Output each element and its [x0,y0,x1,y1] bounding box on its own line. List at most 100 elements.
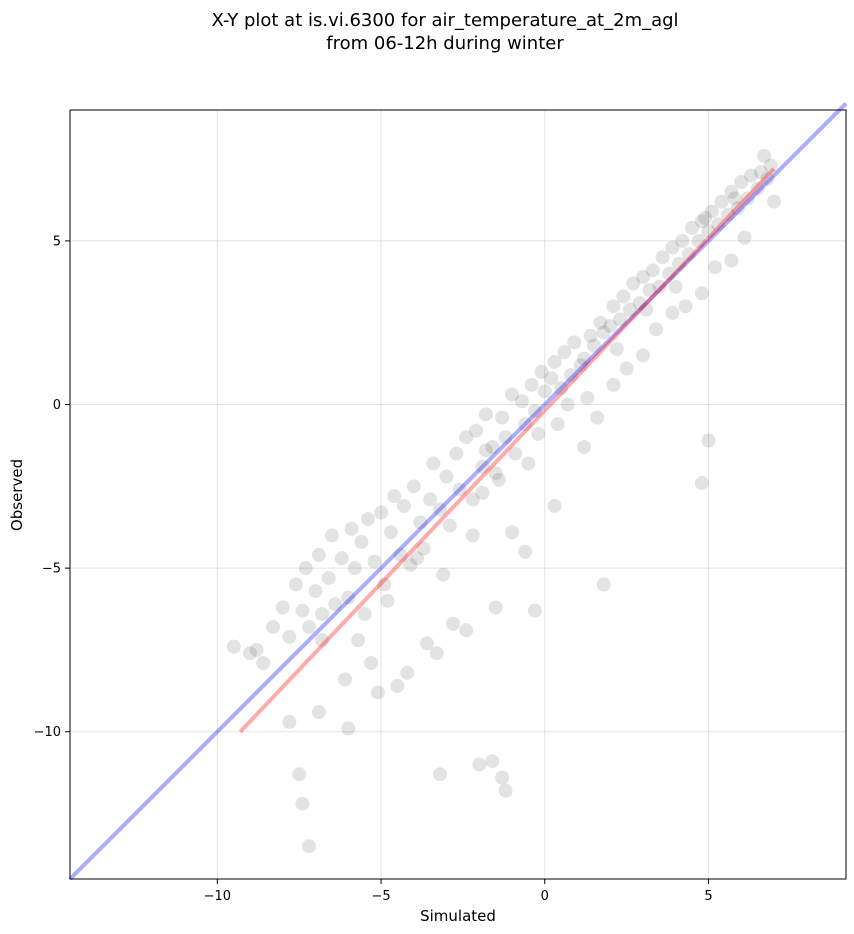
data-point [544,371,559,386]
data-point [622,302,637,317]
data-point [426,456,441,471]
data-point [737,230,752,245]
data-point [583,328,598,343]
data-point [367,554,382,569]
data-point [750,181,765,196]
data-point [351,633,366,648]
data-point [465,528,480,543]
data-point [410,551,425,566]
data-point [596,325,611,340]
reference-lines [68,102,848,881]
data-point [436,567,451,582]
data-point [413,515,428,530]
data-point [708,260,723,275]
data-point [298,561,313,576]
data-point [619,361,634,376]
data-point [505,387,520,402]
data-point [645,263,660,278]
data-point [655,250,670,265]
y-tick-label: −10 [34,725,61,740]
data-point [727,191,742,206]
grid-lines [70,110,846,879]
data-point [704,204,719,219]
data-point [416,541,431,556]
data-point [527,603,542,618]
data-point [282,714,297,729]
data-point [593,315,608,330]
data-point [315,606,330,621]
y-tick-label: 0 [53,398,61,413]
data-point [432,767,447,782]
data-point [429,646,444,661]
data-point [295,796,310,811]
chart-title-line-1: X-Y plot at is.vi.6300 for air_temperatu… [211,10,678,31]
data-point [766,194,781,209]
data-point [288,577,303,592]
data-point [226,639,241,654]
data-point [665,240,680,255]
y-axis-label: Observed [8,459,26,531]
data-point [649,322,664,337]
data-point [380,593,395,608]
data-point [256,656,271,671]
data-point [406,479,421,494]
data-point [302,839,317,854]
regression-line [238,167,776,734]
x-tick-label: −10 [204,889,231,904]
data-point [400,665,415,680]
data-point [685,220,700,235]
data-point [295,603,310,618]
data-point [616,289,631,304]
data-point [521,456,536,471]
data-point [475,485,490,500]
data-point [534,364,549,379]
data-point [563,368,578,383]
data-point [324,528,339,543]
x-tick-label: 0 [541,889,549,904]
data-point [586,338,601,353]
data-point [459,623,474,638]
data-point [495,770,510,785]
data-point [691,233,706,248]
data-point [753,165,768,180]
axis-ticks: −10 −5 0 5 −10 −5 0 5 [34,234,713,904]
data-point [311,548,326,563]
data-point [760,171,775,186]
data-point [694,214,709,229]
data-point [724,253,739,268]
data-point [403,557,418,572]
data-point [275,600,290,615]
data-point [357,606,372,621]
data-point [243,646,258,661]
data-point [668,279,683,294]
data-point [334,551,349,566]
data-point [249,642,264,657]
x-tick-label: −5 [371,889,390,904]
data-point [452,482,467,497]
data-point [577,440,592,455]
data-point [485,440,500,455]
data-point [537,384,552,399]
data-point [714,194,729,209]
data-point [694,286,709,301]
data-point [672,256,687,271]
data-point [635,269,650,284]
data-point [642,282,657,297]
data-point [485,754,500,769]
data-point [338,672,353,687]
data-point [711,217,726,232]
data-point [701,224,716,239]
data-point [724,184,739,199]
data-point [606,377,621,392]
data-point [308,584,323,599]
data-point [550,417,565,432]
data-point [518,544,533,559]
data-point [694,476,709,491]
data-point [266,620,281,635]
data-point [390,678,405,693]
data-point [652,279,667,294]
data-point [590,410,605,425]
data-point [472,757,487,772]
data-point [449,446,464,461]
